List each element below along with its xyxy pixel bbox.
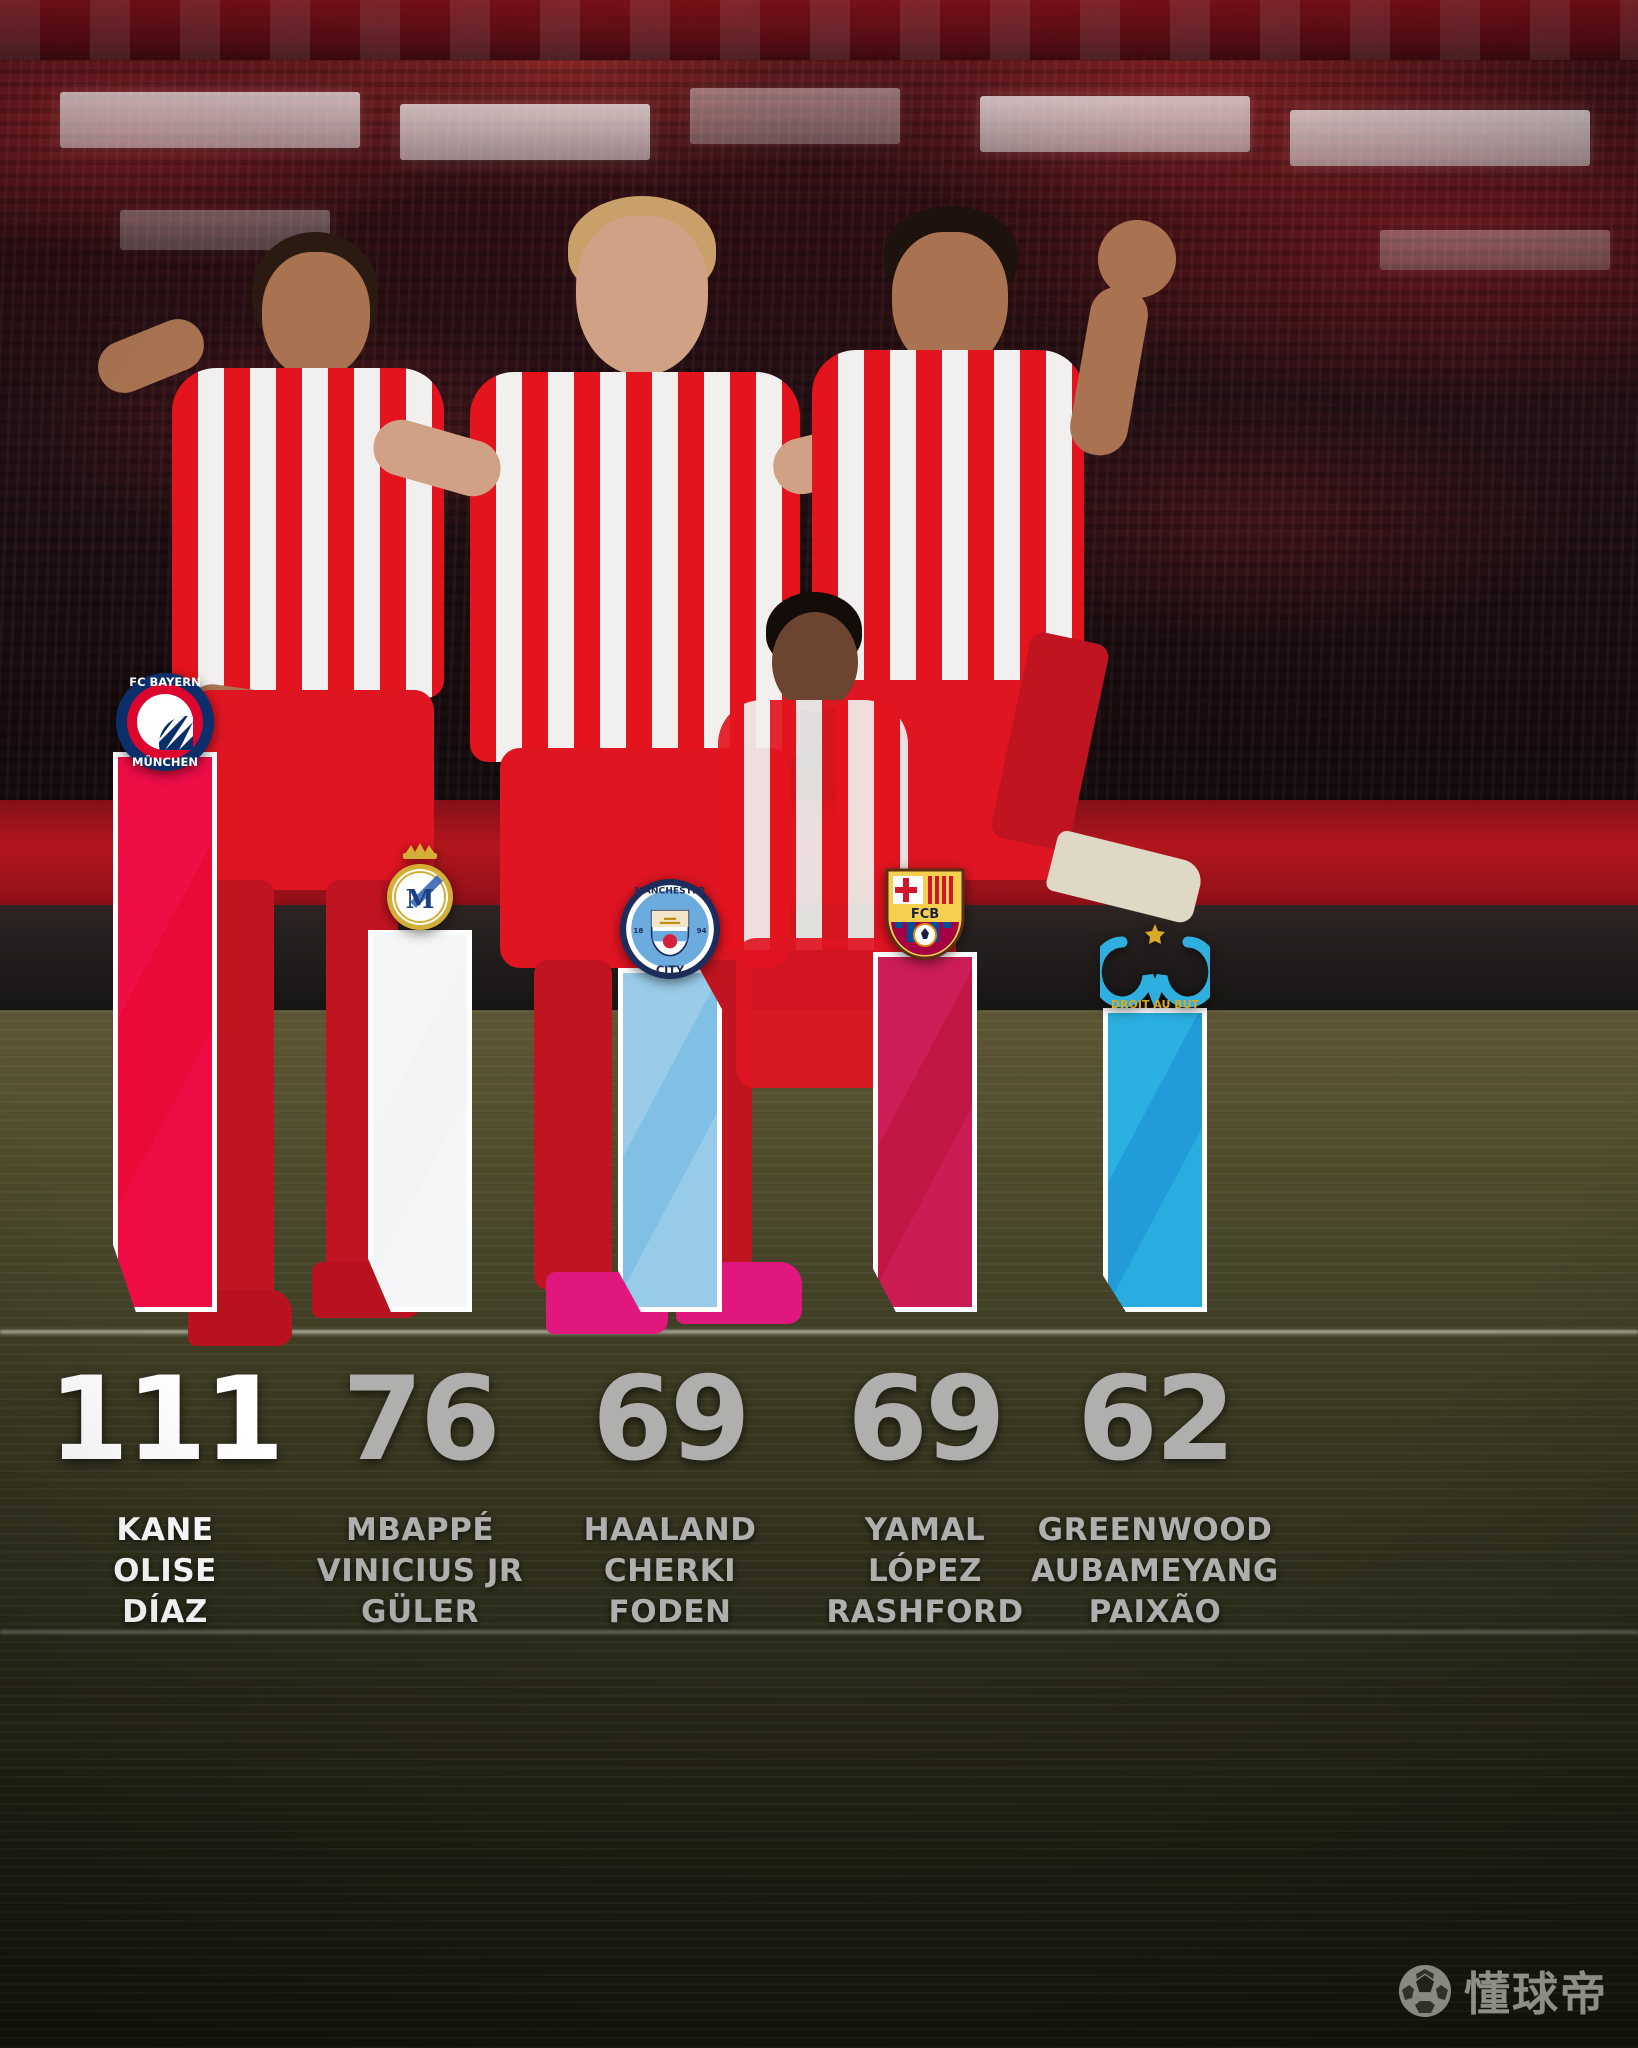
- stand-banner-1: [60, 92, 360, 148]
- bar-4-player-names: YAMAL LÓPEZ RASHFORD: [826, 1510, 1023, 1633]
- barca-crest-text: FCB: [911, 907, 939, 922]
- bar-5-player-2: AUBAMEYANG: [1031, 1552, 1279, 1589]
- kane-sock-l: [534, 960, 612, 1290]
- bar-5-sheen: [1108, 1013, 1202, 1307]
- bar-3: [618, 968, 722, 1312]
- stand-banner-7: [1380, 230, 1610, 270]
- chart-column-5: DROIT AU BUT 62 GREENWOOD AUBAMEYANG PAI…: [1020, 0, 1290, 2048]
- bar-4-player-1: YAMAL: [864, 1512, 986, 1548]
- bg-player-head: [772, 612, 858, 712]
- city-crest-bottom-text: CITY: [656, 964, 685, 977]
- bar-2-value: 76: [342, 1352, 500, 1487]
- olympique-marseille-crest-icon: DROIT AU BUT: [1100, 924, 1210, 1011]
- bar-1-player-1: KANE: [116, 1512, 214, 1548]
- football-icon: [1399, 1965, 1451, 2017]
- stand-banner-2: [400, 104, 650, 160]
- bar-3-player-2: CHERKI: [603, 1552, 737, 1589]
- bar-5-player-names: GREENWOOD AUBAMEYANG PAIXÃO: [1031, 1510, 1279, 1633]
- bayern-crest-top-text: FC BAYERN: [129, 675, 201, 689]
- diaz-head: [892, 232, 1008, 372]
- bar-4-player-3: RASHFORD: [826, 1593, 1024, 1630]
- stand-banner-5: [1290, 110, 1590, 166]
- city-crest-year-right: 94: [697, 926, 707, 935]
- bar-2-player-names: MBAPPÉ VINICIUS JR GÜLER: [317, 1510, 524, 1633]
- olise-shorts: [190, 690, 434, 890]
- diaz-fist: [1098, 220, 1176, 298]
- bar-5-value: 62: [1077, 1352, 1235, 1487]
- bar-4-value: 69: [847, 1352, 1005, 1487]
- olise-head: [262, 252, 370, 378]
- bar-2-sheen: [373, 935, 467, 1307]
- bar-3-sheen: [623, 973, 717, 1307]
- bar-1-sheen: [118, 757, 212, 1307]
- bar-3-player-names: HAALAND CHERKI FODEN: [584, 1510, 757, 1633]
- watermark-text: 懂球帝: [1464, 1967, 1608, 2021]
- bar-3-player-1: HAALAND: [583, 1512, 757, 1548]
- kane-head: [576, 216, 708, 376]
- bar-1: [113, 752, 217, 1312]
- om-crest-motto: DROIT AU BUT: [1111, 998, 1200, 1011]
- fc-barcelona-crest-icon: FCB: [885, 868, 965, 960]
- bar-4: [873, 952, 977, 1312]
- bar-1-player-2: OLISE: [113, 1552, 217, 1589]
- bar-3-value: 69: [592, 1352, 750, 1487]
- bar-1-player-names: KANE OLISE DÍAZ: [113, 1510, 217, 1633]
- city-crest-top-text: MANCHESTER: [635, 885, 706, 896]
- bar-4-player-2: LÓPEZ: [868, 1552, 982, 1589]
- stand-banner-3: [690, 88, 900, 144]
- chart-column-3: MANCHESTER CITY 18 94 69 HAALAND CHERKI …: [535, 0, 805, 2048]
- chart-column-4: FCB 69 YAMAL LÓPEZ RASHFORD: [790, 0, 1060, 2048]
- chart-column-2: M 76 MBAPPÉ VINICIUS JR GÜLER: [285, 0, 555, 2048]
- bar-3-player-3: FODEN: [608, 1593, 732, 1630]
- kane-torso: [470, 372, 800, 762]
- bg-player-torso: [718, 700, 908, 950]
- upper-tier-banner: [0, 0, 1638, 60]
- chart-column-1: FC BAYERN MÜNCHEN 111 KANE OLISE DÍAZ: [30, 0, 300, 2048]
- real-madrid-crest-icon: M: [387, 843, 453, 930]
- bayern-crest-bottom-text: MÜNCHEN: [132, 754, 198, 769]
- bar-2-player-1: MBAPPÉ: [345, 1512, 495, 1548]
- bar-5: [1103, 1008, 1207, 1312]
- bar-1-player-3: DÍAZ: [122, 1593, 208, 1630]
- stand-banner-4: [980, 96, 1250, 152]
- bar-1-value: 111: [48, 1352, 284, 1487]
- bar-5-player-1: GREENWOOD: [1037, 1512, 1273, 1548]
- svg-text:M: M: [406, 885, 435, 915]
- bar-2: [368, 930, 472, 1312]
- bar-4-sheen: [878, 957, 972, 1307]
- manchester-city-crest-icon: MANCHESTER CITY 18 94: [620, 879, 720, 979]
- bar-2-player-2: VINICIUS JR: [316, 1552, 524, 1589]
- bar-5-player-3: PAIXÃO: [1088, 1593, 1222, 1630]
- bar-2-player-3: GÜLER: [361, 1593, 479, 1630]
- city-crest-year-left: 18: [633, 926, 643, 935]
- fc-bayern-munchen-crest-icon: FC BAYERN MÜNCHEN: [116, 673, 214, 771]
- watermark: 懂球帝: [1398, 1958, 1608, 2024]
